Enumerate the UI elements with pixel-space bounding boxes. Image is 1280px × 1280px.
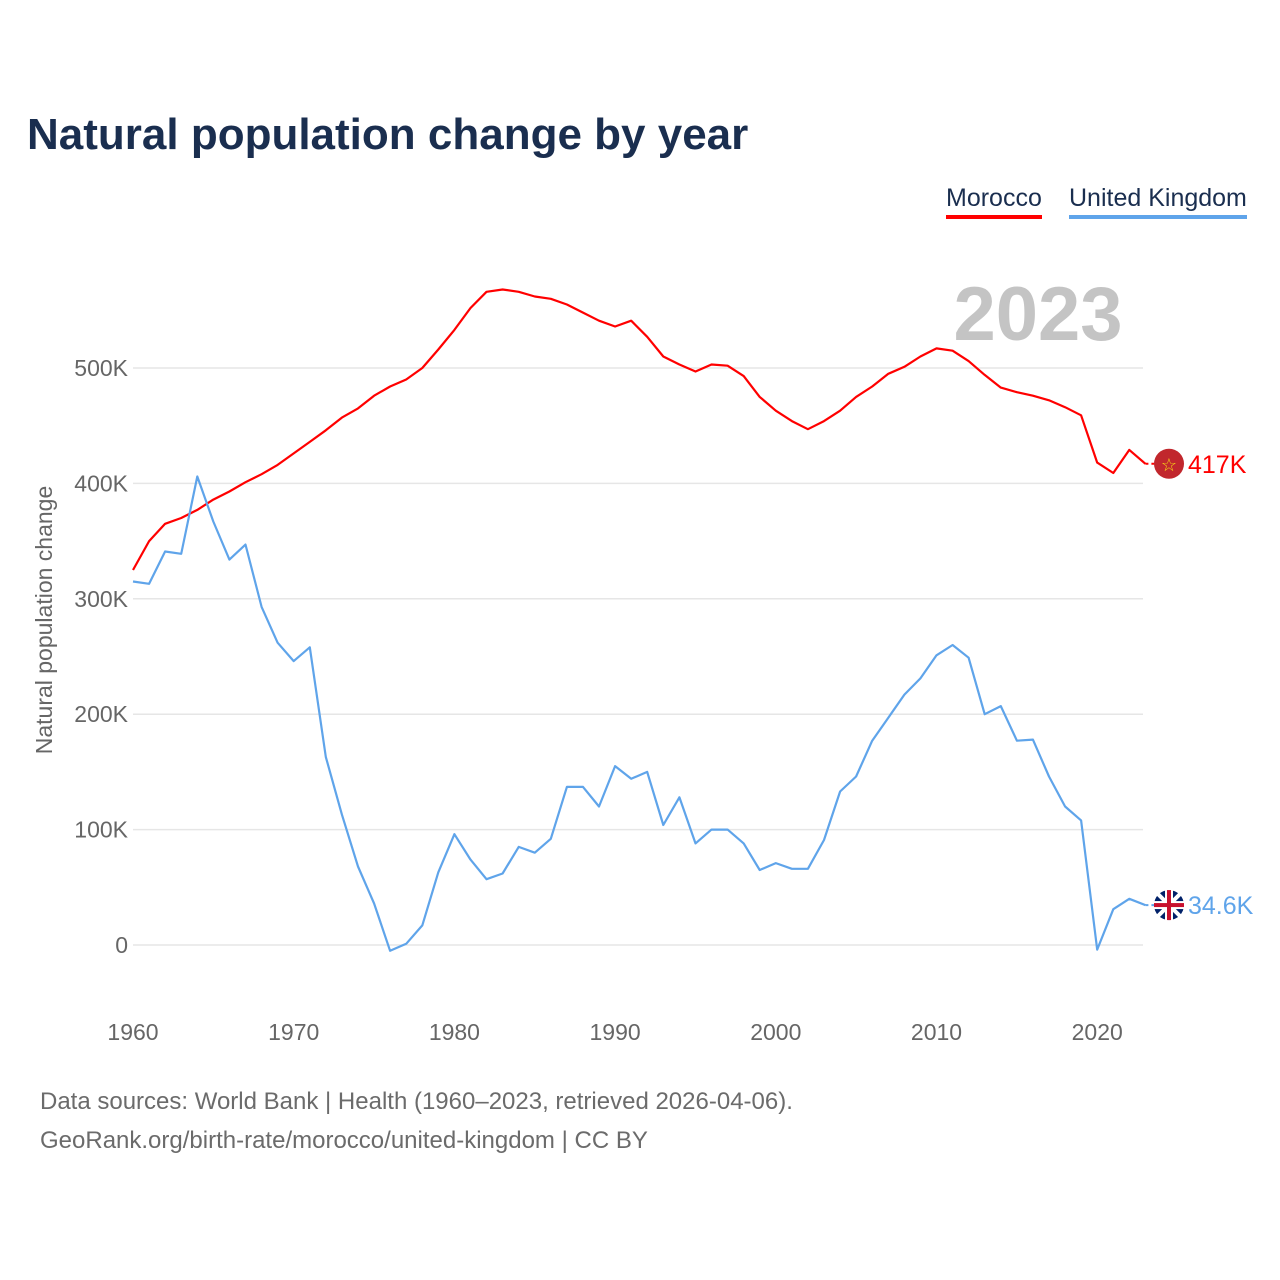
y-axis-label: Natural population change xyxy=(31,486,57,755)
y-tick-label: 300K xyxy=(74,586,128,612)
legend-morocco[interactable]: Morocco xyxy=(946,184,1042,219)
x-tick-label: 1970 xyxy=(268,1019,319,1045)
x-tick-label: 2000 xyxy=(750,1019,801,1045)
x-tick-label: 2020 xyxy=(1072,1019,1123,1045)
y-tick-label: 0 xyxy=(115,932,128,958)
y-tick-label: 200K xyxy=(74,701,128,727)
morocco-flag-icon: ☆ xyxy=(1154,448,1184,479)
y-tick-label: 400K xyxy=(74,470,128,496)
x-tick-label: 1980 xyxy=(429,1019,480,1045)
x-tick-label: 2010 xyxy=(911,1019,962,1045)
svg-text:☆: ☆ xyxy=(1161,455,1177,475)
x-tick-label: 1960 xyxy=(107,1019,158,1045)
series-line-morocco[interactable] xyxy=(132,288,1147,571)
series-line-united-kingdom[interactable] xyxy=(132,475,1146,952)
year-watermark: 2023 xyxy=(953,272,1122,357)
y-tick-label: 100K xyxy=(74,817,128,843)
y-tick-label: 500K xyxy=(74,355,128,381)
chart-title: Natural population change by year xyxy=(27,110,749,159)
end-value-label: 34.6K xyxy=(1188,892,1254,920)
source-line-1: Data sources: World Bank | Health (1960–… xyxy=(40,1088,793,1115)
source-line-2[interactable]: GeoRank.org/birth-rate/morocco/united-ki… xyxy=(40,1127,648,1154)
legend-united-kingdom[interactable]: United Kingdom xyxy=(1069,184,1247,219)
end-value-label: 417K xyxy=(1188,451,1247,479)
x-tick-label: 1990 xyxy=(590,1019,641,1045)
uk-flag-icon xyxy=(1154,890,1184,921)
